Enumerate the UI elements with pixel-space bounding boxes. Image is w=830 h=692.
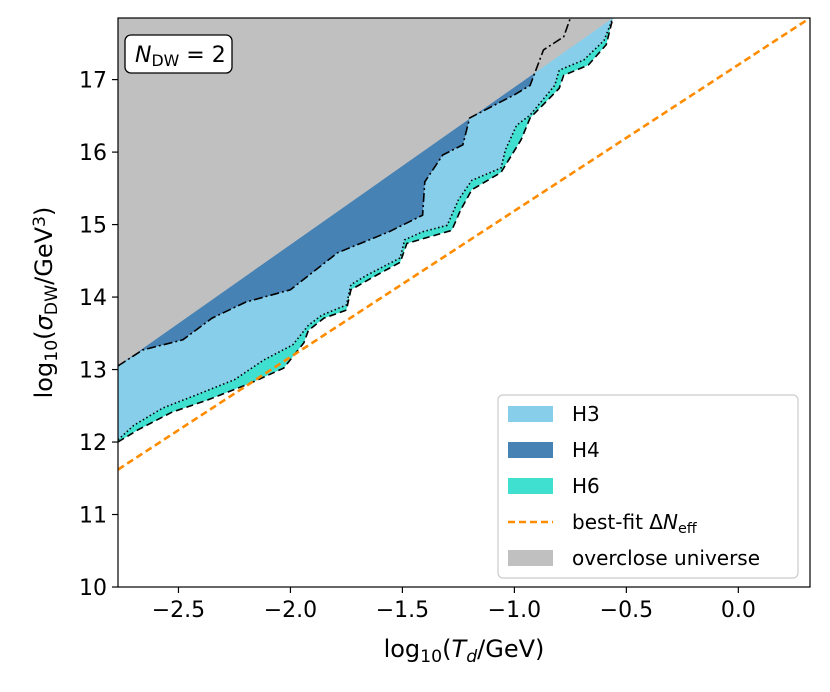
region-edge: [118, 18, 614, 443]
text-part: DW: [42, 285, 62, 315]
text-part: 10: [42, 340, 62, 362]
text-part: σ: [30, 314, 58, 330]
legend-box: [497, 394, 799, 579]
x-axis-label: log10(Td/GeV): [384, 635, 545, 667]
region-edge: [118, 18, 572, 367]
text-part: DW: [151, 51, 179, 70]
legend-label: H6: [572, 474, 600, 498]
legend-swatch: [508, 550, 553, 566]
y-tick-label: 17: [79, 69, 107, 94]
region-edge: [118, 18, 614, 441]
text-part: N: [663, 510, 678, 534]
region: [118, 18, 613, 366]
text-part: d: [466, 647, 478, 667]
text-part: (: [442, 635, 451, 663]
plot-area: [118, 18, 810, 471]
legend-swatch: [508, 478, 553, 494]
plot-frame: [117, 17, 811, 588]
x-tick-label: −2.0: [264, 598, 317, 623]
line: [118, 18, 810, 471]
axes: −2.5 −2.0 −1.5 −1.0 −0.5 0.0 10 11 12 13 14 15 16 17 l…: [30, 69, 756, 667]
legend-swatch: [508, 442, 553, 458]
legend-label: best-fit ΔNeff: [572, 510, 698, 537]
text-part: = 2: [179, 43, 225, 68]
text-part: best-fit Δ: [572, 510, 663, 534]
y-axis-label: log10(σDW/GeV3): [30, 207, 62, 399]
annotation-box: [124, 34, 233, 74]
y-tick-label: 10: [79, 576, 107, 601]
annotation: NDW = 2: [124, 34, 233, 74]
x-tick-label: −1.0: [488, 598, 541, 623]
text-part: N: [135, 43, 151, 68]
text-part: T: [452, 635, 469, 663]
legend-label: H3: [572, 402, 600, 426]
x-tick-label: −2.5: [152, 598, 205, 623]
x-tick-label: 0.0: [721, 598, 756, 623]
x-tick-label: −0.5: [600, 598, 653, 623]
text-part: /GeV: [30, 226, 58, 284]
legend-swatch: [508, 406, 553, 422]
x-tick-label: −1.5: [376, 598, 429, 623]
legend-label: H4: [572, 438, 600, 462]
text-part: (: [30, 330, 58, 339]
legend: H3 H4 H6 best-fit ΔNeff overclose universe: [497, 394, 799, 579]
y-tick-label: 16: [79, 141, 107, 166]
text-part: ): [30, 207, 58, 216]
text-part: eff: [678, 521, 698, 537]
text-part: 3: [30, 216, 50, 227]
text-part: log: [384, 635, 421, 663]
y-tick-label: 11: [79, 504, 107, 529]
text-part: log: [30, 362, 58, 399]
text-part: 10: [420, 647, 442, 667]
legend-label: overclose universe: [572, 546, 760, 570]
y-tick-label: 15: [79, 214, 107, 239]
annotation-text: NDW = 2: [135, 43, 226, 70]
y-tick-label: 12: [79, 431, 107, 456]
y-tick-label: 13: [79, 359, 107, 384]
y-tick-label: 14: [79, 286, 107, 311]
text-part: /GeV): [477, 635, 544, 663]
